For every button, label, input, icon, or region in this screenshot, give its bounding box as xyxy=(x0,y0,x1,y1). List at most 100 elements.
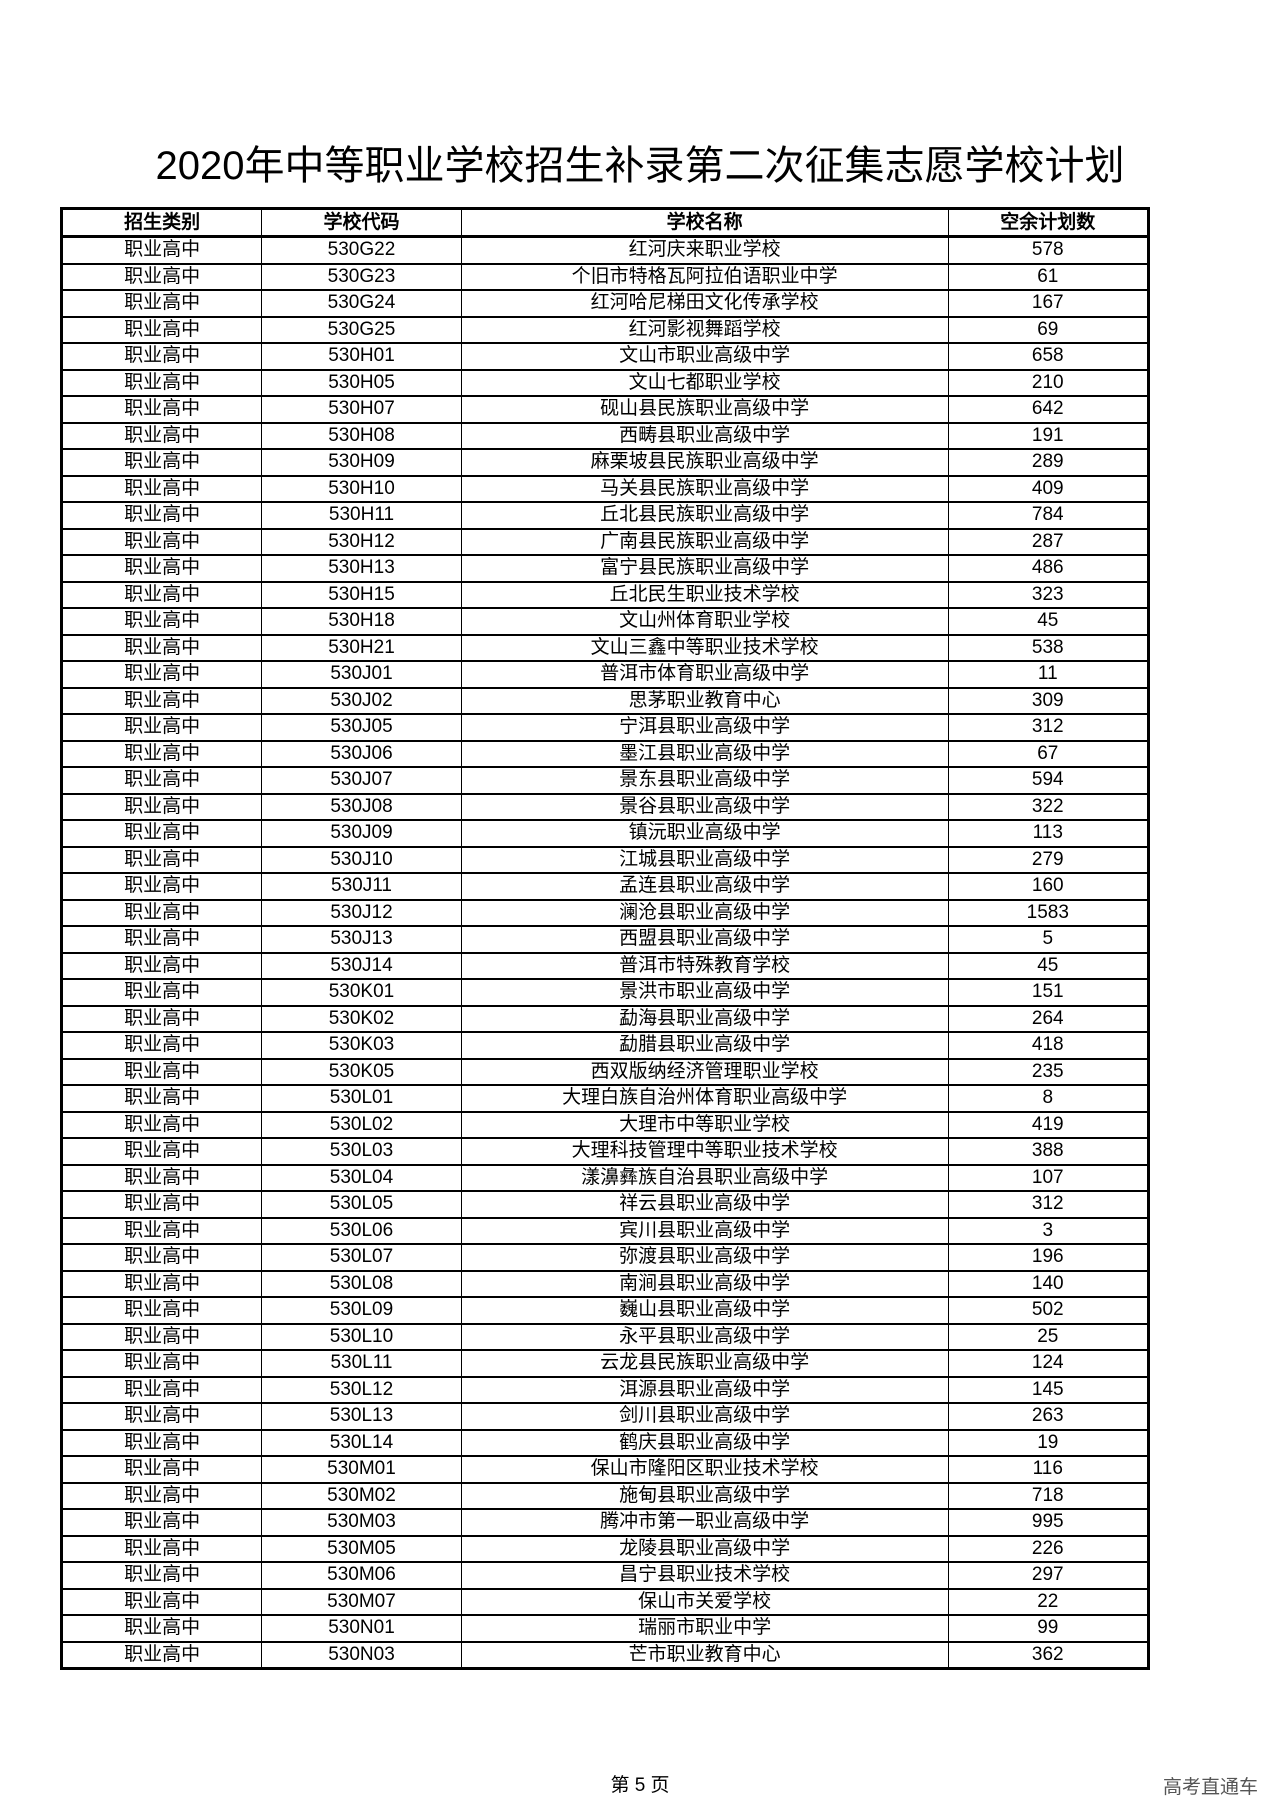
cell-remaining-quota: 418 xyxy=(947,1031,1150,1060)
watermark: 高考直通车 xyxy=(1162,1777,1258,1798)
cell-remaining-quota: 107 xyxy=(947,1164,1150,1192)
cell-category: 职业高中 xyxy=(60,1137,263,1166)
cell-remaining-quota: 784 xyxy=(947,501,1150,530)
cell-school-code: 530L12 xyxy=(261,1376,462,1404)
table-row: 职业高中 530L07 弥渡县职业高级中学 196 xyxy=(60,1243,1150,1272)
cell-school-code: 530L01 xyxy=(261,1084,462,1113)
cell-remaining-quota: 160 xyxy=(947,872,1150,901)
cell-school-code: 530H15 xyxy=(261,581,462,609)
cell-category: 职业高中 xyxy=(60,422,263,450)
cell-remaining-quota: 279 xyxy=(947,846,1150,874)
cell-school-name: 马关县民族职业高级中学 xyxy=(460,475,949,503)
table-row: 职业高中 530L03 大理科技管理中等职业技术学校 388 xyxy=(60,1137,1150,1166)
cell-category: 职业高中 xyxy=(60,1084,263,1113)
cell-remaining-quota: 196 xyxy=(947,1243,1150,1272)
cell-school-code: 530H21 xyxy=(261,634,462,662)
cell-school-name: 勐腊县职业高级中学 xyxy=(460,1031,949,1060)
cell-category: 职业高中 xyxy=(60,1111,263,1139)
table-row: 职业高中 530H08 西畴县职业高级中学 191 xyxy=(60,422,1150,450)
cell-category: 职业高中 xyxy=(60,1429,263,1457)
table-row: 职业高中 530J12 澜沧县职业高级中学 1583 xyxy=(60,899,1150,927)
cell-school-name: 宾川县职业高级中学 xyxy=(460,1217,949,1245)
table-row: 职业高中 530M07 保山市关爱学校 22 xyxy=(60,1588,1150,1616)
cell-school-code: 530L13 xyxy=(261,1402,462,1431)
table-row: 职业高中 530M05 龙陵县职业高级中学 226 xyxy=(60,1535,1150,1563)
schools-table: 招生类别 学校代码 学校名称 空余计划数 职业高中 530G22 红河庆来职业学校 5… xyxy=(60,207,1150,1670)
cell-school-name: 麻栗坡县民族职业高级中学 xyxy=(460,448,949,477)
cell-remaining-quota: 309 xyxy=(947,687,1150,715)
cell-school-code: 530J01 xyxy=(261,660,462,689)
cell-school-name: 宁洱县职业高级中学 xyxy=(460,713,949,742)
cell-remaining-quota: 99 xyxy=(947,1614,1150,1643)
cell-school-name: 大理科技管理中等职业技术学校 xyxy=(460,1137,949,1166)
cell-school-code: 530L10 xyxy=(261,1323,462,1351)
cell-remaining-quota: 5 xyxy=(947,925,1150,954)
cell-school-code: 530N03 xyxy=(261,1641,462,1670)
cell-category: 职业高中 xyxy=(60,236,263,265)
cell-school-code: 530M02 xyxy=(261,1482,462,1510)
table-row: 职业高中 530M02 施甸县职业高级中学 718 xyxy=(60,1482,1150,1510)
cell-category: 职业高中 xyxy=(60,1482,263,1510)
cell-school-code: 530K03 xyxy=(261,1031,462,1060)
cell-remaining-quota: 113 xyxy=(947,819,1150,848)
cell-remaining-quota: 264 xyxy=(947,1005,1150,1033)
cell-school-name: 景东县职业高级中学 xyxy=(460,766,949,795)
cell-school-code: 530L03 xyxy=(261,1137,462,1166)
cell-remaining-quota: 145 xyxy=(947,1376,1150,1404)
table-body: 职业高中 530G22 红河庆来职业学校 578 职业高中 530G23 个旧市特格瓦阿拉伯… xyxy=(60,236,1150,1670)
table-row: 职业高中 530H10 马关县民族职业高级中学 409 xyxy=(60,475,1150,503)
cell-category: 职业高中 xyxy=(60,872,263,901)
cell-school-name: 瑞丽市职业中学 xyxy=(460,1614,949,1643)
cell-school-name: 鹤庆县职业高级中学 xyxy=(460,1429,949,1457)
cell-remaining-quota: 323 xyxy=(947,581,1150,609)
cell-school-code: 530G23 xyxy=(261,263,462,291)
table-row: 职业高中 530H11 丘北县民族职业高级中学 784 xyxy=(60,501,1150,530)
cell-category: 职业高中 xyxy=(60,952,263,980)
cell-category: 职业高中 xyxy=(60,1031,263,1060)
cell-remaining-quota: 191 xyxy=(947,422,1150,450)
cell-remaining-quota: 419 xyxy=(947,1111,1150,1139)
cell-school-name: 孟连县职业高级中学 xyxy=(460,872,949,901)
cell-remaining-quota: 140 xyxy=(947,1270,1150,1298)
cell-school-code: 530G25 xyxy=(261,316,462,344)
cell-remaining-quota: 61 xyxy=(947,263,1150,291)
table-row: 职业高中 530K02 勐海县职业高级中学 264 xyxy=(60,1005,1150,1033)
cell-school-name: 永平县职业高级中学 xyxy=(460,1323,949,1351)
cell-school-name: 个旧市特格瓦阿拉伯语职业中学 xyxy=(460,263,949,291)
cell-school-name: 普洱市特殊教育学校 xyxy=(460,952,949,980)
cell-school-code: 530J05 xyxy=(261,713,462,742)
cell-category: 职业高中 xyxy=(60,1217,263,1245)
cell-school-code: 530J02 xyxy=(261,687,462,715)
table-row: 职业高中 530L09 巍山县职业高级中学 502 xyxy=(60,1296,1150,1325)
cell-school-name: 云龙县民族职业高级中学 xyxy=(460,1349,949,1378)
cell-school-name: 红河庆来职业学校 xyxy=(460,236,949,265)
cell-school-name: 施甸县职业高级中学 xyxy=(460,1482,949,1510)
table-row: 职业高中 530M06 昌宁县职业技术学校 297 xyxy=(60,1561,1150,1590)
cell-category: 职业高中 xyxy=(60,289,263,318)
cell-remaining-quota: 312 xyxy=(947,1190,1150,1219)
table-row: 职业高中 530J01 普洱市体育职业高级中学 11 xyxy=(60,660,1150,689)
cell-school-name: 广南县民族职业高级中学 xyxy=(460,528,949,556)
cell-school-code: 530H01 xyxy=(261,342,462,371)
cell-category: 职业高中 xyxy=(60,1164,263,1192)
cell-category: 职业高中 xyxy=(60,1508,263,1537)
cell-school-code: 530M07 xyxy=(261,1588,462,1616)
table-row: 职业高中 530N01 瑞丽市职业中学 99 xyxy=(60,1614,1150,1643)
cell-school-code: 530G22 xyxy=(261,236,462,265)
table-row: 职业高中 530H07 砚山县民族职业高级中学 642 xyxy=(60,395,1150,424)
table-row: 职业高中 530M03 腾冲市第一职业高级中学 995 xyxy=(60,1508,1150,1537)
cell-remaining-quota: 995 xyxy=(947,1508,1150,1537)
table-row: 职业高中 530L12 洱源县职业高级中学 145 xyxy=(60,1376,1150,1404)
cell-category: 职业高中 xyxy=(60,1349,263,1378)
cell-school-name: 大理白族自治州体育职业高级中学 xyxy=(460,1084,949,1113)
cell-category: 职业高中 xyxy=(60,316,263,344)
page-number: 第 5 页 xyxy=(610,1775,670,1796)
table-row: 职业高中 530K01 景洪市职业高级中学 151 xyxy=(60,978,1150,1007)
cell-school-name: 西盟县职业高级中学 xyxy=(460,925,949,954)
cell-remaining-quota: 486 xyxy=(947,554,1150,583)
table-row: 职业高中 530L05 祥云县职业高级中学 312 xyxy=(60,1190,1150,1219)
cell-school-name: 西双版纳经济管理职业学校 xyxy=(460,1058,949,1086)
cell-school-name: 勐海县职业高级中学 xyxy=(460,1005,949,1033)
cell-school-name: 普洱市体育职业高级中学 xyxy=(460,660,949,689)
table-row: 职业高中 530L08 南涧县职业高级中学 140 xyxy=(60,1270,1150,1298)
